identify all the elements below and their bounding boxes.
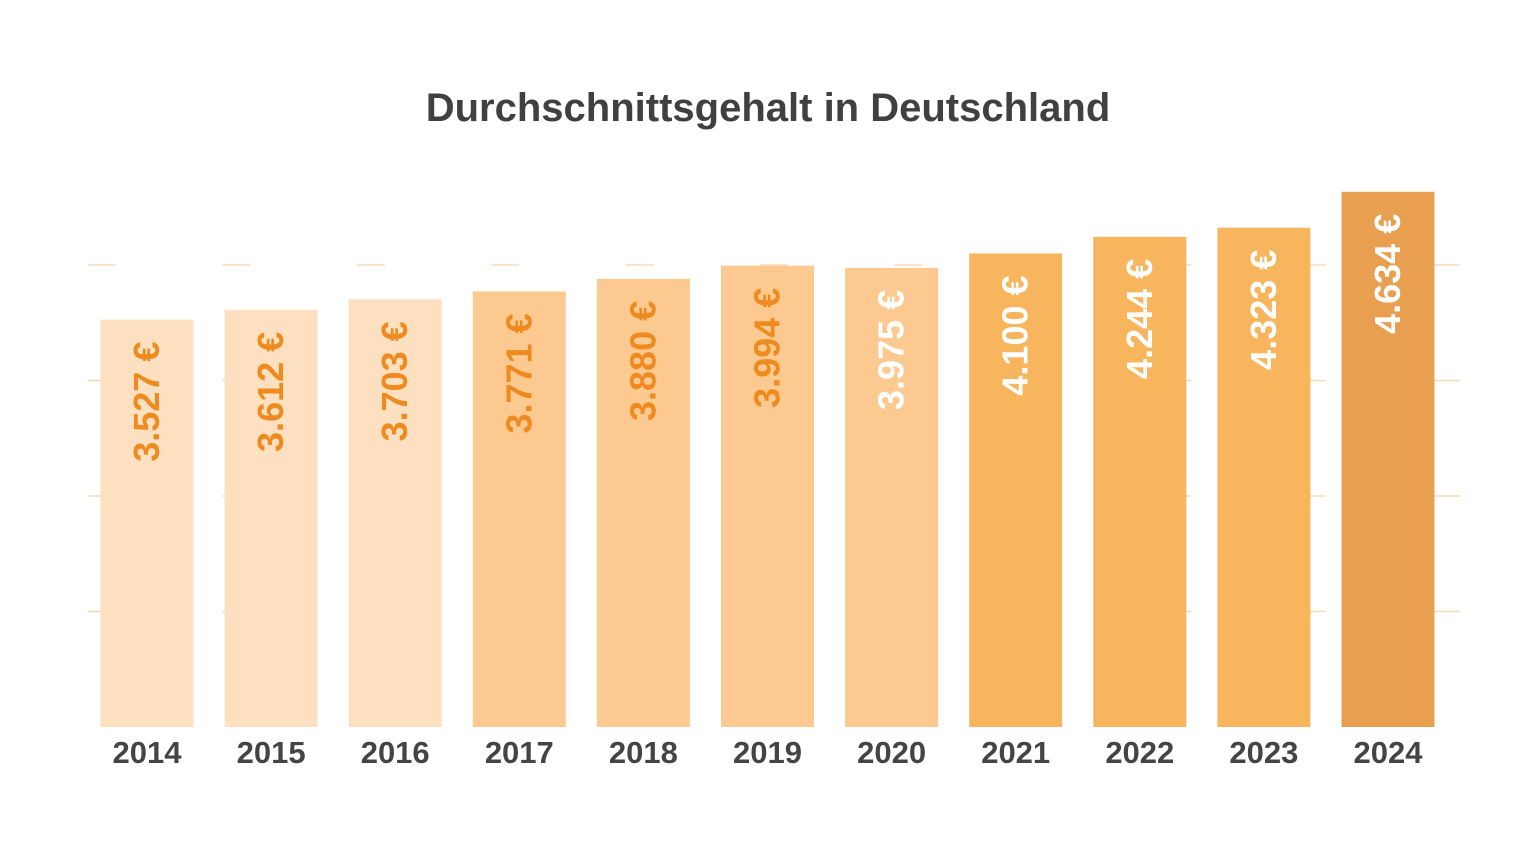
- bar-2016: [348, 299, 442, 727]
- x-tick-label-2023: 2023: [1229, 735, 1298, 770]
- x-tick-label-2024: 2024: [1354, 735, 1424, 770]
- bar-2019: [721, 265, 814, 727]
- bar-2020: [845, 267, 939, 727]
- chart-title: Durchschnittsgehalt in Deutschland: [425, 86, 1111, 130]
- data-label-2024: 4.634 €: [1367, 214, 1408, 334]
- x-tick-label-2019: 2019: [733, 735, 802, 770]
- bar-2024: [1341, 191, 1435, 727]
- x-tick-label-2021: 2021: [981, 735, 1050, 770]
- data-label-2017: 3.771 €: [498, 313, 539, 433]
- bar-2023: [1217, 227, 1311, 728]
- bar-2018: [596, 278, 690, 727]
- x-tick-label-2022: 2022: [1105, 735, 1174, 770]
- data-label-2021: 4.100 €: [995, 275, 1036, 395]
- data-label-2016: 3.703 €: [374, 321, 415, 441]
- x-tick-label-2016: 2016: [361, 735, 430, 770]
- bar-2015: [224, 309, 318, 727]
- x-tick-label-2014: 2014: [113, 735, 183, 770]
- x-tick-label-2018: 2018: [609, 735, 678, 770]
- data-label-2023: 4.323 €: [1243, 250, 1284, 370]
- bar-2022: [1093, 236, 1187, 727]
- bar-2014: [100, 319, 194, 727]
- bar-2021: [969, 253, 1063, 727]
- x-tick-label-2017: 2017: [485, 735, 554, 770]
- data-label-2020: 3.975 €: [871, 290, 912, 410]
- data-label-2014: 3.527 €: [126, 342, 167, 462]
- data-label-2018: 3.880 €: [622, 301, 663, 421]
- data-label-2015: 3.612 €: [250, 332, 291, 452]
- x-tick-label-2020: 2020: [857, 735, 926, 770]
- bar-2017: [472, 291, 566, 727]
- data-label-2022: 4.244 €: [1119, 259, 1160, 379]
- x-tick-label-2015: 2015: [237, 735, 306, 770]
- data-label-2019: 3.994 €: [747, 288, 788, 408]
